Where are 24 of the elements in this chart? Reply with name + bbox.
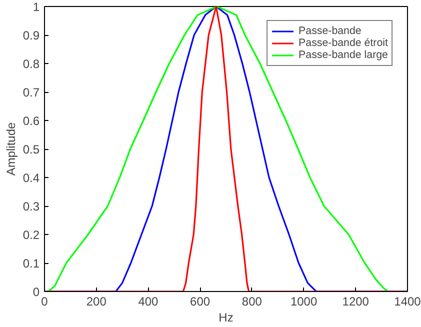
y-tick-label: 0 (32, 285, 40, 299)
y-tick-label: 0.5 (22, 142, 40, 156)
y-tick-label: 0.1 (22, 256, 40, 270)
y-tick-label: 0.9 (22, 28, 40, 42)
y-tick-label: 0.6 (22, 114, 40, 128)
legend-label: Passe-bande (298, 25, 362, 37)
x-axis-title: Hz (218, 310, 234, 324)
x-tick-label: 1200 (342, 294, 370, 308)
y-tick-label: 0.8 (22, 57, 40, 71)
legend-label: Passe-bande large (298, 49, 388, 61)
x-tick-label: 600 (190, 294, 210, 308)
y-tick-label: 1 (32, 0, 40, 14)
x-tick-label: 1400 (394, 294, 421, 308)
x-tick-label: 800 (242, 294, 262, 308)
y-tick-label: 0.2 (22, 228, 40, 242)
x-tick-label: 400 (138, 294, 159, 308)
legend-label: Passe-bande étroit (298, 37, 388, 49)
y-tick-label: 0.7 (22, 86, 40, 100)
x-tick-label: 1000 (290, 294, 318, 308)
x-tick-label: 0 (41, 294, 48, 308)
x-tick-label: 200 (86, 294, 107, 308)
y-tick-label: 0.3 (22, 200, 40, 214)
y-axis-title: Amplitude (4, 122, 18, 176)
y-tick-label: 0.4 (22, 171, 40, 185)
